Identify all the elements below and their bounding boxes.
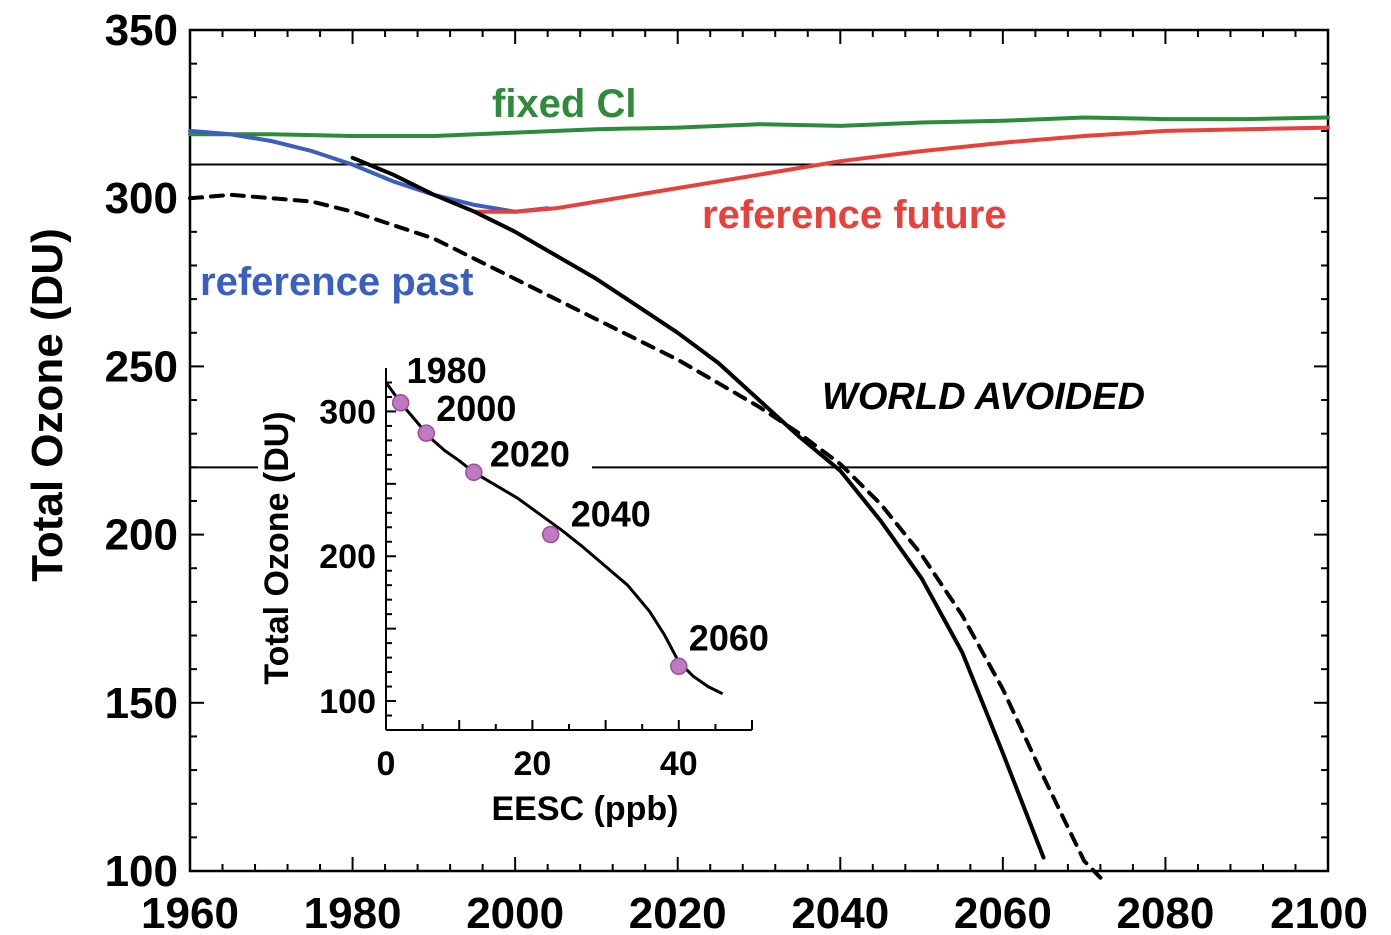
inset-year-label: 1980 (407, 350, 487, 391)
inset-y-tick-label: 300 (319, 393, 376, 431)
inset-year-marker (391, 394, 410, 412)
x-tick-label: 2060 (954, 889, 1052, 935)
main-series (188, 115, 1330, 880)
inset-year-marker (541, 525, 560, 544)
series-line-2 (472, 125, 1330, 214)
inset-x-tick-label: 40 (660, 745, 698, 783)
x-tick-label: 1980 (304, 889, 402, 935)
main-tick-labels: 1960 1980 2000 2020 2040 2060 2080 210010015020… (105, 6, 1368, 935)
series-label-reference-past: reference past (200, 260, 473, 304)
inset-year-label: 2000 (436, 388, 516, 429)
main-plot: 1960 1980 2000 2020 2040 2060 2080 210010015020… (23, 6, 1368, 935)
x-tick-label: 2100 (1270, 889, 1368, 935)
series-line-3 (350, 155, 1046, 860)
inset-y-axis-label: Total Ozone (DU) (258, 411, 296, 684)
main-ticks (189, 29, 1329, 872)
inset-ticks (385, 381, 753, 730)
main-y-axis-label: Total Ozone (DU) (23, 228, 72, 582)
y-tick-label: 150 (105, 679, 178, 728)
main-plot-frame (188, 28, 1330, 873)
inset-x-axis-label: EESC (ppb) (492, 790, 679, 828)
inset-year-label: 2020 (490, 433, 570, 474)
series-line-0 (188, 115, 1330, 138)
inset-series-line-0 (384, 381, 724, 696)
series-line-1 (188, 128, 550, 214)
inset-year-label: 2060 (689, 617, 769, 658)
inset-year-marker (465, 463, 483, 482)
annotation-world-avoided: WORLD AVOIDED (822, 376, 1145, 418)
x-tick-label: 2040 (791, 889, 889, 935)
y-tick-label: 200 (105, 511, 178, 560)
inset-y-tick-label: 200 (319, 538, 376, 576)
x-tick-label: 2020 (629, 889, 727, 935)
inset-year-marker (670, 657, 688, 676)
inset-year-marker (417, 424, 436, 442)
series-label-fixed-cl: fixed Cl (492, 82, 636, 126)
series-label-reference-future: reference future (702, 193, 1007, 237)
inset-x-tick-label: 0 (377, 745, 396, 783)
y-tick-label: 100 (105, 847, 178, 896)
inset-year-label: 2040 (571, 494, 651, 535)
x-tick-label: 2000 (466, 889, 564, 935)
y-tick-label: 300 (105, 174, 178, 223)
y-tick-label: 250 (105, 342, 178, 391)
inset-series (384, 381, 724, 696)
y-tick-label: 350 (105, 6, 178, 55)
inset-y-tick-label: 100 (319, 683, 376, 721)
series-line-4 (188, 192, 1103, 880)
x-tick-label: 1960 (141, 889, 239, 935)
x-tick-label: 2080 (1116, 889, 1214, 935)
inset-x-tick-label: 20 (513, 745, 551, 783)
